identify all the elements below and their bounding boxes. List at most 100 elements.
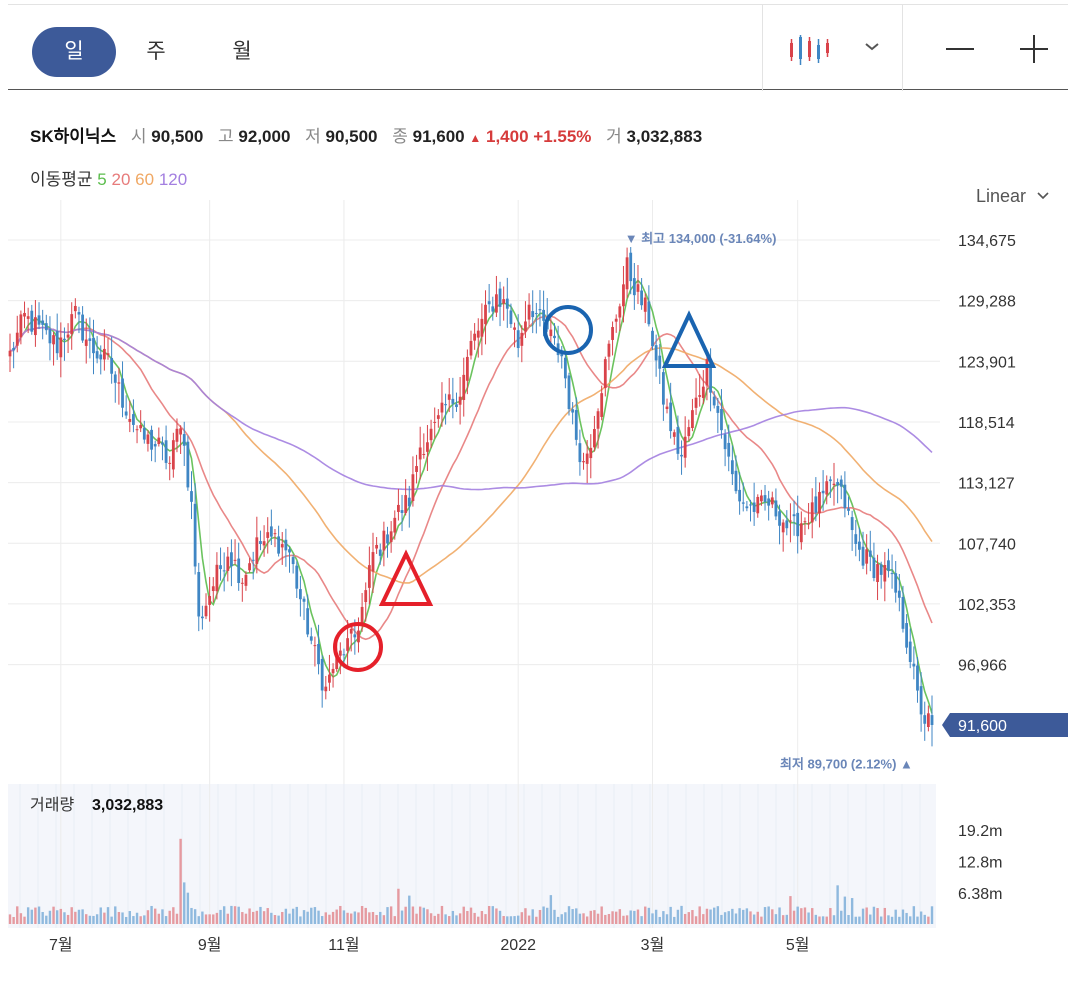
candle-body bbox=[919, 686, 923, 715]
candle-body bbox=[796, 512, 800, 537]
candle-body bbox=[37, 315, 41, 325]
volume-bar bbox=[252, 911, 255, 924]
volume-bar bbox=[273, 914, 277, 924]
candle-body bbox=[647, 301, 651, 325]
volume-bar bbox=[266, 908, 269, 924]
volume-bar bbox=[654, 909, 658, 924]
candle-body bbox=[611, 327, 614, 340]
volume-bar bbox=[121, 912, 124, 924]
volume-bar bbox=[582, 913, 585, 924]
volume-bar bbox=[898, 916, 901, 924]
scale-label: Linear bbox=[976, 186, 1027, 206]
candle-body bbox=[839, 479, 843, 487]
candle-body bbox=[720, 408, 723, 431]
volume-bar bbox=[66, 914, 70, 924]
svg-text:91,600: 91,600 bbox=[958, 718, 1007, 735]
volume-bar bbox=[909, 916, 912, 924]
volume-bar bbox=[774, 914, 778, 924]
candle-body bbox=[284, 539, 288, 551]
volume-bar bbox=[146, 910, 150, 924]
candle-body bbox=[640, 290, 644, 306]
candle-body bbox=[658, 355, 662, 369]
candle-body bbox=[211, 586, 215, 592]
volume-bar bbox=[807, 912, 810, 924]
volume-bar bbox=[625, 915, 629, 924]
ma-5: 5 bbox=[97, 170, 107, 189]
volume-bar bbox=[789, 896, 792, 924]
tab-day[interactable]: 일 bbox=[32, 27, 116, 77]
candle-body bbox=[683, 436, 687, 458]
volume-bar bbox=[386, 907, 389, 924]
toolbar-divider bbox=[762, 5, 763, 91]
red-circle-marker bbox=[333, 622, 383, 672]
candle-body bbox=[295, 565, 299, 589]
candle-body bbox=[175, 428, 179, 442]
candle-body bbox=[669, 402, 673, 432]
volume-bar bbox=[429, 913, 433, 924]
volume-bar bbox=[150, 905, 153, 924]
volume-bar bbox=[796, 906, 799, 924]
candle-body bbox=[190, 491, 193, 502]
candle-body bbox=[110, 357, 114, 374]
low-annotation: 최저 89,700 (2.12%) ▲ bbox=[780, 756, 913, 771]
candle-body bbox=[164, 440, 168, 463]
volume-bar bbox=[284, 908, 288, 924]
volume-bar bbox=[114, 906, 117, 924]
price-change: 1,400 bbox=[485, 127, 529, 146]
volume-bar bbox=[665, 914, 669, 924]
candle-body bbox=[890, 573, 894, 575]
volume-bar bbox=[669, 906, 672, 924]
candle-body bbox=[524, 321, 527, 332]
volume-bar bbox=[153, 908, 157, 924]
candle-body bbox=[182, 434, 186, 446]
volume-bar bbox=[143, 915, 146, 924]
volume-bar bbox=[350, 913, 353, 924]
candle-body bbox=[476, 330, 480, 338]
volume-bar bbox=[132, 916, 135, 924]
zoom-out-button[interactable] bbox=[942, 31, 978, 67]
volume-bar bbox=[379, 911, 382, 924]
volume-bar bbox=[164, 916, 168, 924]
volume-bar bbox=[197, 916, 200, 924]
volume-bar bbox=[600, 906, 603, 924]
volume-bar bbox=[215, 912, 219, 924]
volume-bar bbox=[742, 909, 745, 924]
candle-body bbox=[251, 559, 255, 561]
candle-body bbox=[487, 301, 491, 305]
volume-bar bbox=[872, 906, 876, 924]
volume-bar bbox=[593, 910, 596, 924]
volume-bar bbox=[792, 910, 796, 924]
candle-body bbox=[436, 415, 440, 419]
volume-bar bbox=[509, 916, 513, 924]
candle-body bbox=[113, 374, 117, 383]
candle-body bbox=[850, 517, 854, 531]
volume-bar bbox=[55, 910, 59, 924]
candle-body bbox=[338, 650, 342, 656]
tab-week[interactable]: 주 bbox=[146, 40, 166, 63]
candle-body bbox=[651, 330, 654, 347]
volume-bar bbox=[923, 914, 926, 924]
ma-60: 60 bbox=[135, 170, 155, 189]
candle-body bbox=[418, 447, 422, 460]
candle-body bbox=[516, 330, 520, 349]
volume-bar bbox=[110, 916, 113, 924]
volume-bar bbox=[546, 907, 549, 924]
chevron-down-icon[interactable] bbox=[860, 35, 884, 59]
candle-body bbox=[179, 428, 183, 435]
candle-body bbox=[901, 597, 905, 629]
candle-body bbox=[364, 590, 368, 603]
candle-body bbox=[367, 565, 371, 588]
volume-bar bbox=[832, 915, 836, 924]
volume-bar bbox=[237, 906, 240, 924]
zoom-in-button[interactable] bbox=[1016, 31, 1052, 67]
tab-month[interactable]: 월 bbox=[232, 40, 252, 63]
candle-body bbox=[705, 359, 709, 386]
candle-body bbox=[563, 357, 567, 379]
volume-bar bbox=[139, 916, 142, 924]
scale-selector[interactable]: Linear bbox=[976, 186, 1051, 207]
candle-body bbox=[34, 317, 37, 336]
candle-body bbox=[139, 425, 143, 429]
candle-body bbox=[30, 310, 34, 332]
candlestick-icon[interactable] bbox=[788, 33, 832, 69]
